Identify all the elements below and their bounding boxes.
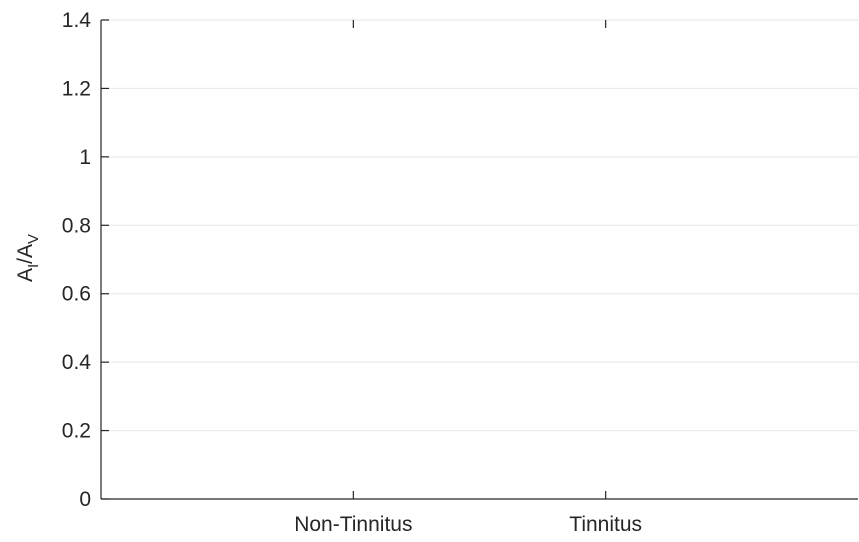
y-tick-label: 0.8: [62, 214, 91, 237]
y-tick-label: 1: [79, 146, 91, 169]
y-axis-label: AI/AV: [14, 234, 42, 282]
y-tick-label: 0.4: [62, 351, 92, 374]
y-tick-label: 1.2: [62, 77, 91, 100]
y-ticks: 0 0.2 0.4 0.6 0.8 1 1.2 1.4: [62, 9, 109, 511]
y-tick-label: 0: [79, 488, 91, 511]
y-tick-label: 0.2: [62, 420, 91, 443]
x-ticks: Non-Tinnitus Tinnitus: [294, 20, 642, 536]
x-tick-label: Non-Tinnitus: [294, 513, 412, 536]
axes: [100, 20, 858, 500]
x-tick-label: Tinnitus: [569, 513, 642, 536]
grid-lines: [101, 19, 858, 432]
y-tick-label: 0.6: [62, 283, 91, 306]
y-tick-label: 1.4: [62, 9, 92, 32]
